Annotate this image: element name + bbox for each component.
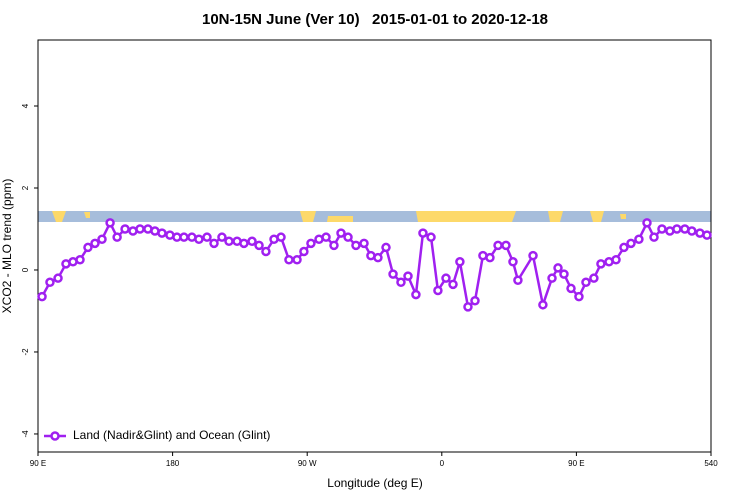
x-tick-label: 90 E (30, 459, 46, 468)
y-tick-label: 4 (21, 103, 30, 108)
data-point (463, 302, 473, 312)
x-tick-label: 180 (166, 459, 180, 468)
data-point (687, 226, 697, 236)
data-point (513, 275, 523, 285)
data-point (45, 277, 55, 288)
data-point (528, 250, 538, 261)
data-point (83, 242, 93, 253)
data-point (254, 240, 264, 251)
data-point (657, 224, 667, 234)
data-point (351, 240, 361, 251)
data-point (538, 300, 548, 310)
data-point (135, 224, 145, 234)
data-point (448, 279, 458, 290)
data-point (411, 289, 421, 300)
data-point (179, 232, 189, 242)
plot-frame (37, 39, 712, 453)
data-point (619, 242, 629, 253)
data-point (292, 254, 302, 265)
data-point (37, 291, 47, 302)
data-point (194, 234, 204, 244)
y-tick-label: 0 (21, 267, 30, 272)
legend-marker (50, 431, 60, 441)
data-point (120, 224, 130, 234)
data-point (553, 263, 563, 273)
y-tick-label: 2 (21, 185, 30, 190)
data-point (276, 232, 286, 242)
data-point (581, 277, 591, 288)
data-point (418, 228, 428, 238)
data-point (493, 240, 503, 251)
data-point (470, 295, 480, 306)
data-point (396, 277, 406, 288)
data-point (202, 232, 212, 242)
x-tick-label: 90 E (568, 459, 584, 468)
data-point (634, 234, 644, 244)
chart-title: 10N-15N June (Ver 10) 2015-01-01 to 2020… (202, 11, 548, 28)
data-point (485, 252, 495, 263)
y-tick-label: -2 (21, 348, 30, 356)
data-point (547, 273, 557, 283)
data-point (224, 236, 234, 247)
x-tick-label: 540 (704, 459, 718, 468)
data-point (329, 240, 339, 251)
x-tick-label: 0 (440, 459, 445, 468)
data-point (343, 232, 353, 242)
data-point (501, 240, 511, 251)
data-point (247, 236, 257, 247)
data-point (626, 238, 636, 249)
data-point (403, 271, 413, 281)
data-point (559, 269, 569, 279)
data-point (284, 254, 294, 265)
data-point (112, 232, 122, 242)
y-tick-label: -4 (21, 430, 30, 438)
data-point (53, 273, 63, 283)
data-point (209, 238, 219, 249)
map-strip (38, 211, 711, 222)
data-point (359, 238, 369, 249)
data-point (441, 273, 451, 283)
data-point (433, 285, 443, 296)
data-point (566, 283, 576, 294)
data-point (373, 252, 383, 263)
data-point (381, 242, 391, 253)
data-point (672, 224, 682, 234)
data-point (455, 257, 465, 267)
x-axis-label: Longitude (deg E) (327, 476, 422, 490)
data-point (589, 273, 599, 283)
data-point (388, 269, 398, 279)
data-point (261, 246, 271, 257)
data-point (508, 257, 518, 267)
data-point (105, 218, 115, 228)
data-point (299, 246, 309, 257)
data-point (611, 254, 621, 265)
data-point (321, 232, 331, 242)
data-point (426, 232, 436, 242)
data-point (75, 254, 85, 265)
x-tick-label: 90 W (298, 459, 317, 468)
data-point (217, 232, 227, 242)
data-point (642, 218, 652, 228)
data-point (97, 234, 107, 244)
data-point (306, 238, 316, 249)
data-point (702, 230, 712, 240)
data-point (157, 228, 167, 238)
data-point (574, 291, 584, 302)
legend-label: Land (Nadir&Glint) and Ocean (Glint) (73, 428, 270, 442)
data-point (239, 238, 249, 249)
data-point (596, 259, 606, 269)
y-axis-label: XCO2 - MLO trend (ppm) (0, 179, 14, 314)
data-point (649, 232, 659, 242)
data-point (90, 238, 100, 249)
data-point (336, 228, 346, 238)
